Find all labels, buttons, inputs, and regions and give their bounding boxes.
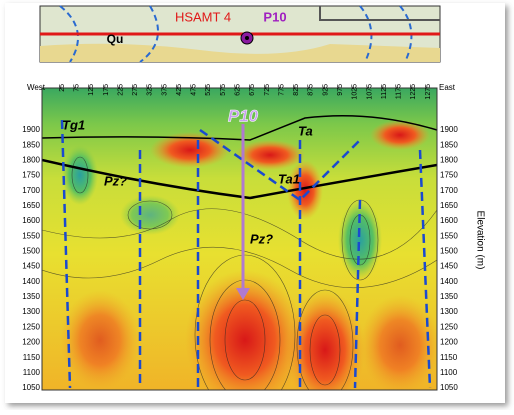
x-tick-label: 1275 (425, 84, 432, 100)
y-tick-label: 1700 (22, 186, 40, 195)
y-tick-label: 1400 (22, 277, 40, 286)
x-tick-label: 825 (293, 84, 300, 96)
y-tick-label-right: 1050 (440, 383, 458, 392)
x-tick-label: 1025 (352, 84, 359, 100)
map-label: HSAMT 4 (175, 9, 231, 24)
y-tick-label: 1150 (23, 353, 41, 362)
x-tick-label: 525 (205, 84, 212, 96)
annotation: Pz? (250, 231, 273, 246)
x-tick-label: 875 (308, 84, 315, 96)
x-tick-label: 475 (191, 84, 198, 96)
y-tick-label: 1650 (22, 201, 40, 210)
y-tick-label-right: 1550 (440, 231, 458, 240)
annotation: Tg1 (62, 117, 85, 132)
y-tick-label-right: 1250 (440, 322, 458, 331)
section-field (42, 88, 437, 390)
annotation: Pz? (104, 173, 127, 188)
point-label: P10 (228, 106, 259, 125)
x-tick-label: 625 (235, 84, 242, 96)
y-tick-label-right: 1400 (440, 277, 458, 286)
y-tick-label: 1050 (22, 383, 40, 392)
y-axis-title: Elevation (m) (474, 211, 485, 270)
y-tick-label-right: 1850 (440, 140, 458, 149)
y-tick-label: 1500 (22, 247, 40, 256)
y-tick-label-right: 1150 (440, 353, 458, 362)
y-tick-label: 1550 (22, 231, 40, 240)
annotation: Ta1 (278, 171, 300, 186)
x-tick-label: 425 (176, 84, 183, 96)
y-tick-label: 1350 (22, 292, 40, 301)
y-tick-label: 1800 (22, 155, 40, 164)
x-tick-label: 325 (147, 84, 154, 96)
y-tick-label-right: 1350 (440, 292, 458, 301)
x-tick-label: 575 (220, 84, 227, 96)
ticks: 25 75 125 175 225 275 325 375 425 475 525 575 625 675… (22, 84, 458, 392)
x-tick-label: 675 (249, 84, 256, 96)
y-tick-label: 1750 (22, 171, 40, 180)
y-tick-label-right: 1200 (440, 338, 458, 347)
y-tick-label: 1100 (23, 368, 41, 377)
x-tick-label: 925 (322, 84, 329, 96)
x-tick-label: 125 (88, 84, 95, 96)
x-tick-label: 775 (278, 84, 285, 96)
arrow-head (236, 288, 250, 300)
x-tick-label: 1175 (396, 84, 403, 99)
x-tick-label: 175 (103, 84, 110, 96)
y-tick-label-right: 1700 (440, 186, 458, 195)
y-tick-label-right: 1450 (440, 262, 458, 271)
y-tick-label-right: 1750 (440, 171, 458, 180)
x-tick-label: 225 (117, 84, 124, 96)
x-tick-label: 375 (161, 84, 168, 96)
east-label: East (439, 83, 456, 92)
y-tick-label: 1850 (22, 140, 40, 149)
y-tick-label-right: 1800 (440, 155, 458, 164)
section-border (41, 87, 438, 391)
y-tick-label: 1300 (22, 307, 40, 316)
x-tick-label: 25 (59, 84, 66, 92)
y-tick-label: 1200 (22, 338, 40, 347)
y-tick-label-right: 1650 (440, 201, 458, 210)
map: Qu HSAMT 4 P10 (39, 5, 441, 63)
x-tick-label: 275 (132, 84, 139, 96)
x-tick-label: 1075 (366, 84, 373, 100)
y-tick-label-right: 1500 (440, 247, 458, 256)
x-tick-label: 725 (264, 84, 271, 96)
y-tick-label: 1600 (22, 216, 40, 225)
x-tick-label: 75 (73, 84, 80, 92)
west-label: West (27, 83, 46, 92)
x-tick-label: 1125 (381, 84, 388, 99)
map-label: Qu (107, 32, 124, 46)
y-tick-label-right: 1100 (440, 368, 458, 377)
y-tick-label-right: 1300 (440, 307, 458, 316)
x-tick-label: 975 (337, 84, 344, 96)
map-label: P10 (263, 9, 286, 24)
y-tick-label-right: 1900 (440, 125, 458, 134)
x-tick-label: 1225 (410, 84, 417, 100)
annotation: Ta (298, 123, 313, 138)
y-tick-label: 1900 (22, 125, 40, 134)
y-tick-label: 1450 (22, 262, 40, 271)
y-tick-label-right: 1600 (440, 216, 458, 225)
y-tick-label: 1250 (22, 322, 40, 331)
